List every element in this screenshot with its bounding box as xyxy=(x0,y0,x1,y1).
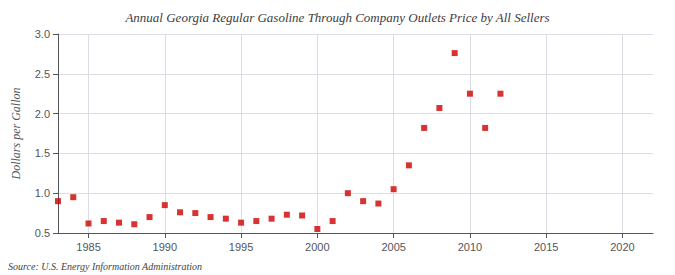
svg-text:2015: 2015 xyxy=(534,241,558,253)
svg-text:Source: U.S. Energy Informatio: Source: U.S. Energy Information Administ… xyxy=(8,261,202,272)
svg-text:3.0: 3.0 xyxy=(35,28,50,40)
svg-text:2.5: 2.5 xyxy=(35,68,50,80)
svg-text:0.5: 0.5 xyxy=(35,227,50,239)
svg-text:Annual Georgia Regular Gasolin: Annual Georgia Regular Gasoline Through … xyxy=(124,10,549,25)
svg-text:1.5: 1.5 xyxy=(35,147,50,159)
svg-text:2000: 2000 xyxy=(305,241,329,253)
svg-text:2.0: 2.0 xyxy=(35,108,50,120)
svg-text:Dollars per Gallon: Dollars per Gallon xyxy=(9,87,23,180)
svg-text:1990: 1990 xyxy=(153,241,177,253)
svg-text:2010: 2010 xyxy=(458,241,482,253)
svg-text:1985: 1985 xyxy=(76,241,100,253)
svg-text:2020: 2020 xyxy=(610,241,634,253)
svg-text:1.0: 1.0 xyxy=(35,187,50,199)
svg-text:2005: 2005 xyxy=(381,241,405,253)
svg-text:1995: 1995 xyxy=(229,241,253,253)
